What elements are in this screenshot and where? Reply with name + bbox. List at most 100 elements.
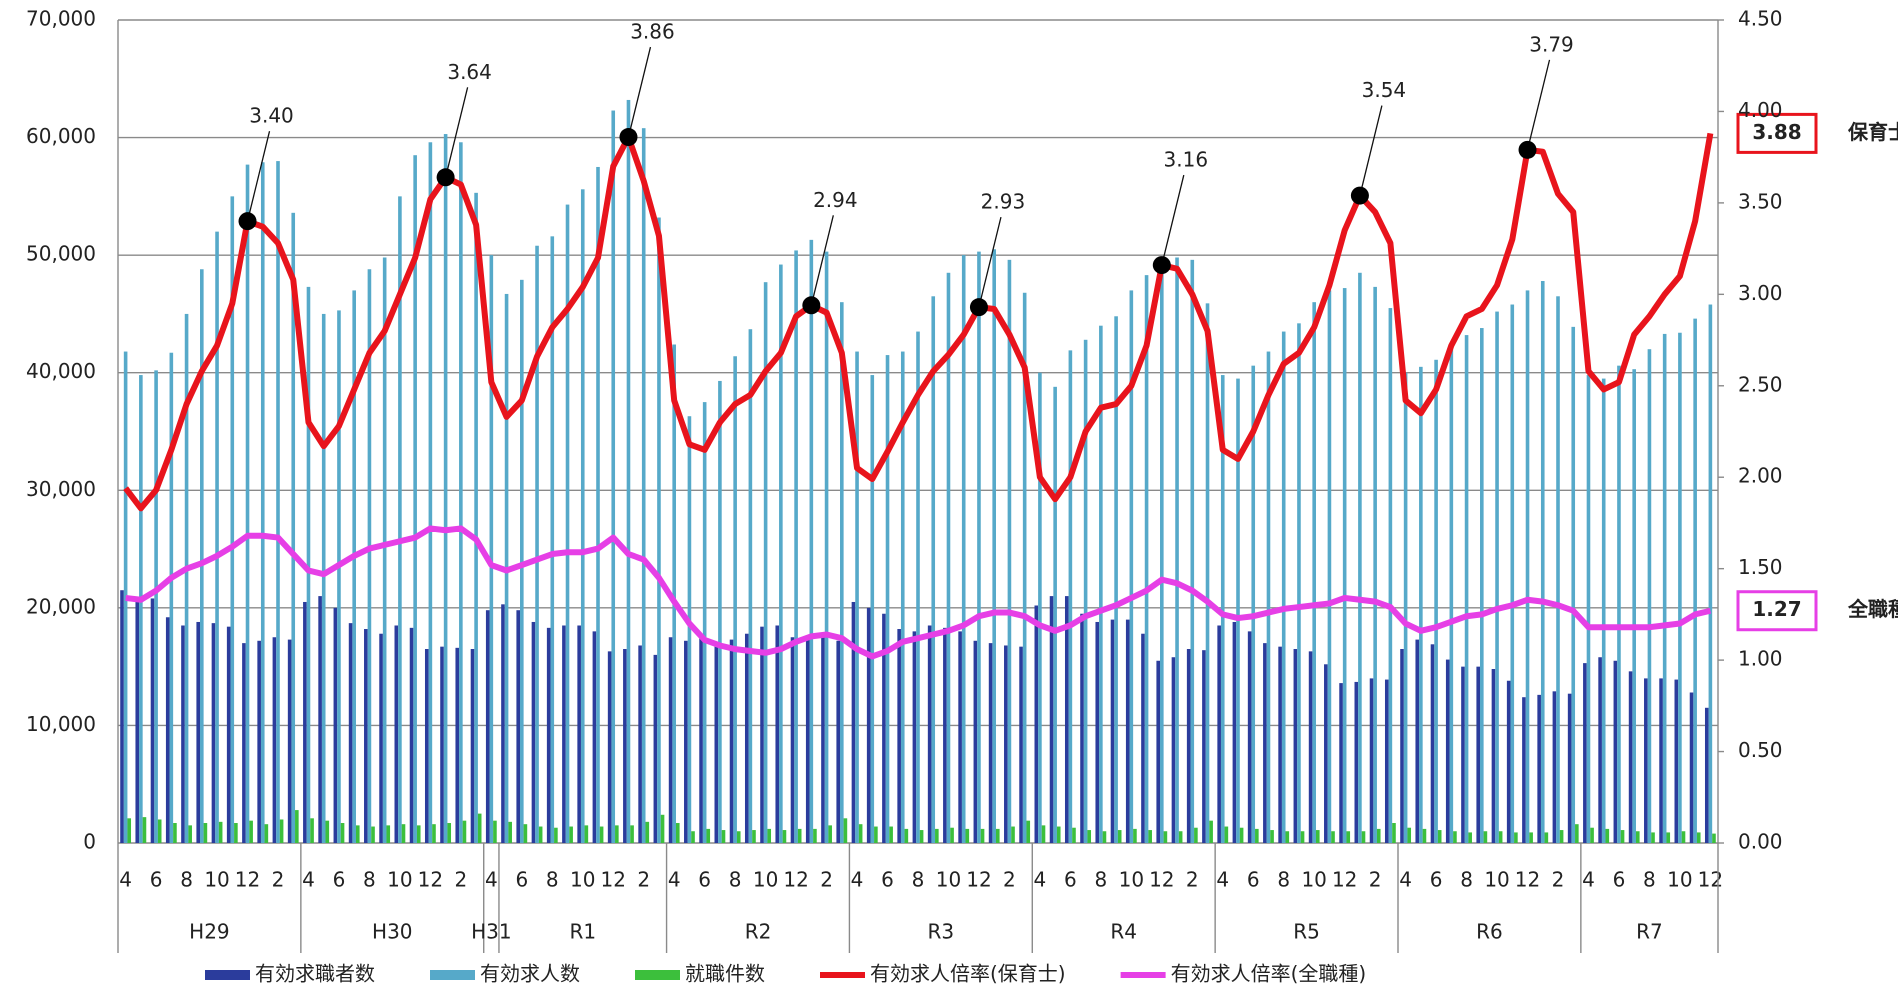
group-label: H31 xyxy=(471,920,512,944)
bar xyxy=(1239,827,1244,843)
bar xyxy=(599,826,604,843)
bar xyxy=(1175,257,1179,844)
bar xyxy=(1068,350,1073,843)
bar xyxy=(1270,830,1274,843)
bar xyxy=(1635,831,1640,843)
bar xyxy=(382,257,387,844)
bar xyxy=(1644,678,1648,843)
x-tick-label: 4 xyxy=(1582,868,1595,892)
bar xyxy=(245,164,250,843)
bar xyxy=(946,272,951,843)
bar xyxy=(1209,820,1213,843)
bar xyxy=(691,831,695,843)
line xyxy=(125,525,1712,660)
bar xyxy=(668,637,673,843)
bar xyxy=(1133,828,1137,843)
bar xyxy=(1647,349,1652,843)
bar xyxy=(1525,290,1530,843)
bar xyxy=(1445,659,1450,843)
bar xyxy=(1342,288,1347,843)
bar xyxy=(943,627,947,843)
bar xyxy=(1388,308,1393,843)
bar xyxy=(523,824,528,843)
x-tick-label: 12 xyxy=(1332,868,1357,892)
bar xyxy=(1704,707,1709,843)
bar xyxy=(485,610,490,843)
bar xyxy=(729,639,734,843)
bar xyxy=(310,818,314,843)
bar xyxy=(1278,646,1282,843)
bar xyxy=(1038,372,1042,843)
bar xyxy=(139,375,143,843)
end-label: 全職種 xyxy=(1847,597,1898,621)
bar xyxy=(1064,596,1069,843)
data-label: 2.94 xyxy=(813,188,858,212)
bar xyxy=(1495,311,1499,843)
bar xyxy=(1232,621,1237,843)
bar xyxy=(1095,621,1100,843)
bar xyxy=(1628,671,1633,843)
bar xyxy=(858,824,863,843)
bar xyxy=(866,607,871,843)
bar xyxy=(702,402,707,843)
bar xyxy=(355,825,360,843)
bar xyxy=(687,416,692,843)
y2-tick-label: 0.00 xyxy=(1738,830,1783,854)
leader-line xyxy=(978,216,1002,308)
x-tick-label: 2 xyxy=(1369,868,1382,892)
x-tick-label: 12 xyxy=(418,868,443,892)
x-tick-label: 10 xyxy=(570,868,595,892)
bar xyxy=(927,625,932,843)
bar xyxy=(257,640,261,843)
bar xyxy=(900,351,905,843)
bar xyxy=(508,821,512,843)
bar xyxy=(1080,613,1084,843)
data-point xyxy=(969,298,988,317)
bar xyxy=(626,99,631,844)
bar xyxy=(1468,832,1472,843)
bar xyxy=(264,824,269,843)
data-point xyxy=(802,296,821,315)
legend-swatch xyxy=(430,970,475,980)
x-tick-label: 10 xyxy=(1301,868,1326,892)
bar xyxy=(935,828,939,843)
bar xyxy=(1004,645,1008,843)
bar xyxy=(721,830,726,843)
x-tick-label: 6 xyxy=(1247,868,1260,892)
bar xyxy=(1041,825,1046,843)
line xyxy=(123,132,1714,512)
bar xyxy=(279,819,284,843)
bar xyxy=(1571,326,1576,843)
bar xyxy=(912,631,917,843)
bar xyxy=(1117,830,1122,843)
bar xyxy=(1693,318,1697,843)
bar xyxy=(416,825,421,843)
group-label: R7 xyxy=(1636,920,1663,944)
bar xyxy=(165,617,170,843)
bar xyxy=(398,196,402,843)
y2-tick-label: 2.00 xyxy=(1738,464,1783,488)
legend-label: 有効求人数 xyxy=(480,962,580,986)
bar xyxy=(1110,619,1115,843)
bar xyxy=(1293,649,1298,843)
group-label: R1 xyxy=(569,920,596,944)
bar xyxy=(352,290,356,843)
bar xyxy=(1453,831,1457,843)
x-tick-label: 8 xyxy=(1277,868,1290,892)
legend-label: 有効求人倍率(保育士) xyxy=(870,962,1066,986)
bar xyxy=(1312,302,1316,844)
end-label-box xyxy=(1736,112,1818,154)
bar xyxy=(1171,657,1176,843)
bar xyxy=(226,626,231,843)
bar xyxy=(1255,828,1259,843)
bar xyxy=(1449,345,1454,843)
bar xyxy=(1567,693,1572,843)
bar xyxy=(409,627,414,843)
y-tick-label: 40,000 xyxy=(26,359,96,383)
bar xyxy=(1419,366,1423,843)
bar xyxy=(995,828,1000,843)
bar xyxy=(550,236,555,843)
bar xyxy=(675,823,680,843)
bar xyxy=(1160,268,1164,844)
x-tick-label: 2 xyxy=(272,868,285,892)
